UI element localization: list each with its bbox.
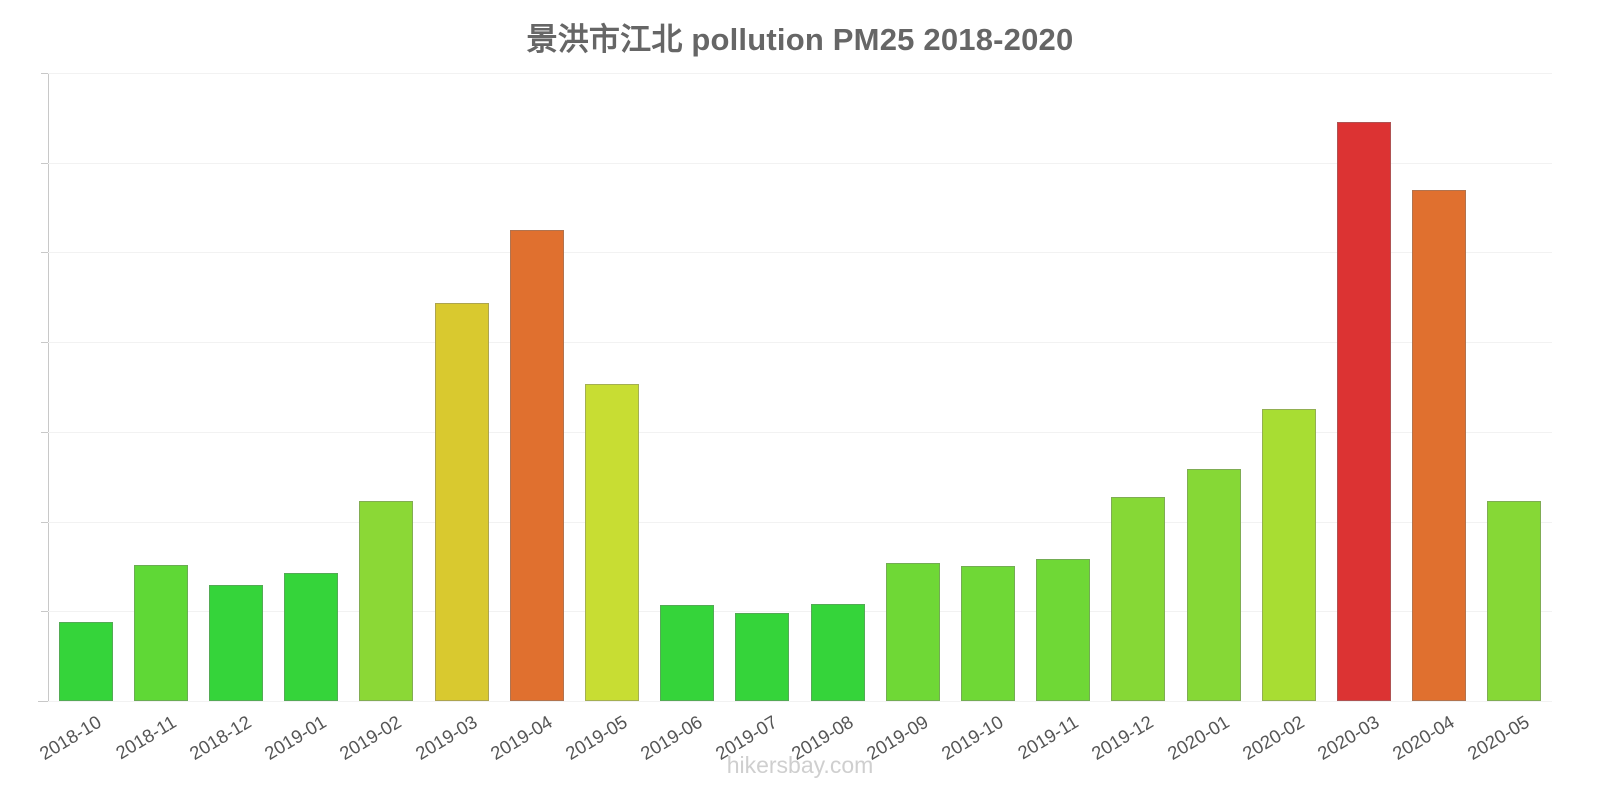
gridline bbox=[48, 342, 1552, 344]
bar[interactable] bbox=[1261, 409, 1316, 701]
bar[interactable] bbox=[1036, 559, 1091, 701]
y-axis-tick-mark bbox=[41, 431, 48, 433]
y-axis-tick-mark bbox=[41, 701, 48, 702]
gridline bbox=[48, 521, 1552, 523]
gridline bbox=[48, 431, 1552, 433]
bar[interactable] bbox=[584, 384, 640, 701]
bar[interactable] bbox=[1336, 122, 1392, 701]
bar[interactable] bbox=[208, 585, 264, 701]
gridline bbox=[48, 611, 1552, 613]
bar[interactable] bbox=[1487, 500, 1542, 701]
bar[interactable] bbox=[434, 302, 489, 701]
bar[interactable] bbox=[660, 605, 715, 701]
bar[interactable] bbox=[960, 566, 1016, 701]
bar[interactable] bbox=[810, 604, 865, 701]
bar[interactable] bbox=[735, 613, 790, 701]
plot-area: 010203040506070 2018-102018-112018-12201… bbox=[35, 73, 1552, 764]
bar[interactable] bbox=[1412, 189, 1467, 701]
bar[interactable] bbox=[359, 500, 414, 701]
bar[interactable] bbox=[133, 564, 188, 701]
y-axis-tick-mark bbox=[41, 252, 48, 254]
bar[interactable] bbox=[58, 622, 113, 701]
y-axis-tick-mark bbox=[41, 162, 48, 164]
bar[interactable] bbox=[509, 230, 564, 701]
y-axis-tick-mark bbox=[41, 342, 48, 344]
y-axis-tick-mark bbox=[41, 611, 48, 613]
gridline bbox=[48, 73, 1552, 74]
y-axis-tick-mark bbox=[41, 73, 48, 74]
watermark-label: hikersbay.com bbox=[726, 752, 874, 778]
chart-title: 景洪市江北 pollution PM25 2018-2020 bbox=[526, 22, 1074, 57]
bar[interactable] bbox=[1186, 468, 1241, 701]
gridline bbox=[48, 162, 1552, 164]
bars-layer bbox=[48, 73, 1552, 701]
gridline bbox=[48, 252, 1552, 254]
bar[interactable] bbox=[885, 562, 940, 701]
bar[interactable] bbox=[1111, 497, 1166, 701]
y-axis-tick-mark bbox=[41, 521, 48, 523]
gridline bbox=[48, 701, 1552, 702]
y-axis-line bbox=[48, 73, 49, 701]
bar[interactable] bbox=[284, 572, 339, 701]
